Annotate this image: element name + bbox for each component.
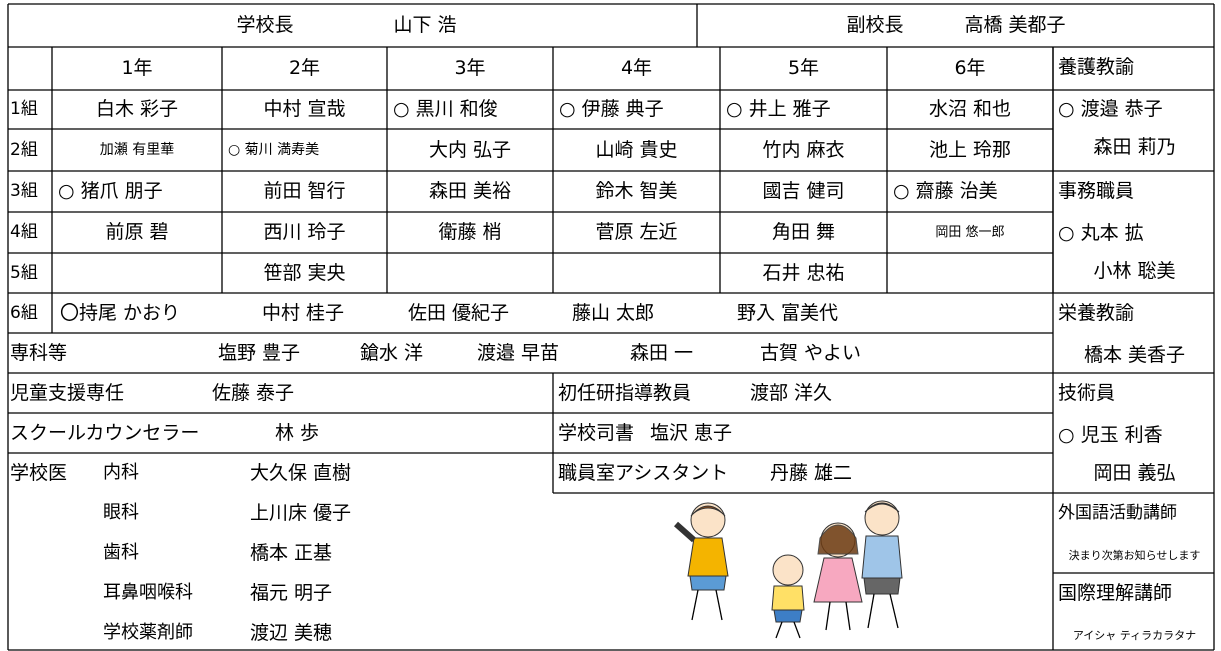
grade-header: 3年 <box>454 57 486 79</box>
staff-role: 職員室アシスタント <box>558 461 729 484</box>
side-role: 外国語活動講師 <box>1058 502 1177 523</box>
teacher-name: 笹部 実央 <box>263 261 346 284</box>
specialist-name: 塩野 豊子 <box>218 341 301 364</box>
teacher-name: 岡田 悠一郎 <box>935 225 1005 240</box>
class-label: 3組 <box>10 181 38 201</box>
teacher-name: 中村 宣哉 <box>263 98 346 120</box>
doctor-name: 橋本 正基 <box>250 541 333 564</box>
teacher-name: 前原 碧 <box>105 221 169 243</box>
teacher-name: 竹内 麻衣 <box>762 138 845 161</box>
teacher-name: 角田 舞 <box>771 221 836 243</box>
teacher-name: ○ 井上 雅子 <box>726 98 831 120</box>
doctor-label: 学校医 <box>10 461 68 484</box>
staff-name: 塩沢 恵子 <box>650 421 733 444</box>
grade-header: 5年 <box>787 57 820 79</box>
teacher-name: ○ 黒川 和俊 <box>393 98 498 120</box>
side-name: 森田 莉乃 <box>1093 135 1176 158</box>
doctor-name: 大久保 直樹 <box>250 461 352 484</box>
doctor-field: 眼科 <box>103 502 139 523</box>
teacher-name: 加瀬 有里華 <box>99 142 175 158</box>
teacher-name: ○ 猪爪 朋子 <box>58 180 163 202</box>
side-role: 栄養教諭 <box>1058 301 1135 324</box>
teacher-name: 前田 智行 <box>263 180 346 202</box>
specialist-name: 渡邉 早苗 <box>477 341 560 364</box>
teacher-name: 大内 弘子 <box>428 138 512 161</box>
side-role: 養護教諭 <box>1058 55 1135 78</box>
doctor-field: 耳鼻咽喉科 <box>103 582 193 603</box>
side-role: 技術員 <box>1058 381 1116 404</box>
class-label: 6組 <box>10 302 38 323</box>
teacher-name: 白木 彩子 <box>95 98 179 120</box>
teacher-name: 國吉 健司 <box>762 180 845 202</box>
side-name: ○ 丸本 拡 <box>1058 221 1144 244</box>
doctor-field: 歯科 <box>103 542 139 563</box>
side-role: 国際理解講師 <box>1058 581 1173 604</box>
class-label: 1組 <box>10 99 38 119</box>
vice-principal-role: 副校長 <box>846 14 904 36</box>
grade-header: 1年 <box>121 57 153 79</box>
teacher-name: 西川 玲子 <box>263 221 346 243</box>
doctor-name: 福元 明子 <box>250 581 333 604</box>
teacher-name: 菅原 左近 <box>595 221 678 243</box>
doctor-field: 内科 <box>103 462 139 483</box>
teacher-name: 池上 玲那 <box>928 138 1012 161</box>
teacher-name: 水沼 和也 <box>928 98 1012 120</box>
staff-name: 佐藤 泰子 <box>212 381 295 404</box>
side-name: ○ 児玉 利香 <box>1058 423 1163 446</box>
staff-name: 林 歩 <box>275 421 320 444</box>
specialist-name: 森田 一 <box>630 341 694 364</box>
teacher-name: 〇持尾 かおり <box>60 301 181 324</box>
side-name: アイシャ ティラカラタナ <box>1072 628 1197 642</box>
specialist-name: 鎗水 洋 <box>360 341 424 364</box>
specialists-label: 専科等 <box>10 341 68 364</box>
vice-principal-name: 高橋 美都子 <box>964 14 1066 36</box>
staff-name: 渡部 洋久 <box>750 381 833 404</box>
doctor-name: 渡辺 美穂 <box>250 621 333 644</box>
teacher-name: 佐田 優紀子 <box>408 301 510 324</box>
side-name: 岡田 義弘 <box>1093 461 1176 484</box>
staff-role: スクールカウンセラー <box>10 421 200 444</box>
side-role: 事務職員 <box>1058 179 1135 202</box>
doctor-field: 学校薬剤師 <box>103 622 193 643</box>
staff-role: 初任研指導教員 <box>558 381 692 404</box>
teacher-name: 藤山 太郎 <box>572 301 655 324</box>
side-name: ○ 渡邉 恭子 <box>1058 97 1163 120</box>
class-label: 4組 <box>10 222 38 242</box>
grade-header: 2年 <box>288 57 321 79</box>
teacher-name: 石井 忠祐 <box>762 261 845 284</box>
side-name: 決まり次第お知らせします <box>1068 548 1201 562</box>
children-illustration <box>674 500 903 639</box>
teacher-name: 中村 桂子 <box>262 301 345 324</box>
class-label: 5組 <box>10 262 38 283</box>
staff-name: 丹藤 雄二 <box>770 461 853 484</box>
teacher-name: ○ 伊藤 典子 <box>559 98 664 120</box>
side-name: 橋本 美香子 <box>1083 343 1186 366</box>
teacher-name: 山崎 貴史 <box>595 138 678 161</box>
class-label: 2組 <box>10 139 38 160</box>
teacher-name: 森田 美裕 <box>428 180 512 202</box>
grade-header: 4年 <box>620 57 653 79</box>
staff-role: 児童支援専任 <box>10 381 125 404</box>
teacher-name: ○ 齋藤 治美 <box>893 180 998 202</box>
grade-header: 6年 <box>954 57 986 79</box>
principal-role: 学校長 <box>236 14 294 36</box>
doctor-name: 上川床 優子 <box>250 501 352 524</box>
staff-role: 学校司書 <box>558 421 635 444</box>
specialist-name: 古賀 やよい <box>760 341 862 364</box>
teacher-name: 衛藤 梢 <box>438 221 502 243</box>
teacher-name: 鈴木 智美 <box>595 180 678 202</box>
side-name: 小林 聡美 <box>1093 259 1176 282</box>
principal-name: 山下 浩 <box>393 14 457 36</box>
teacher-name: ○ 菊川 満寿美 <box>228 142 320 158</box>
teacher-name: 野入 富美代 <box>737 301 839 324</box>
